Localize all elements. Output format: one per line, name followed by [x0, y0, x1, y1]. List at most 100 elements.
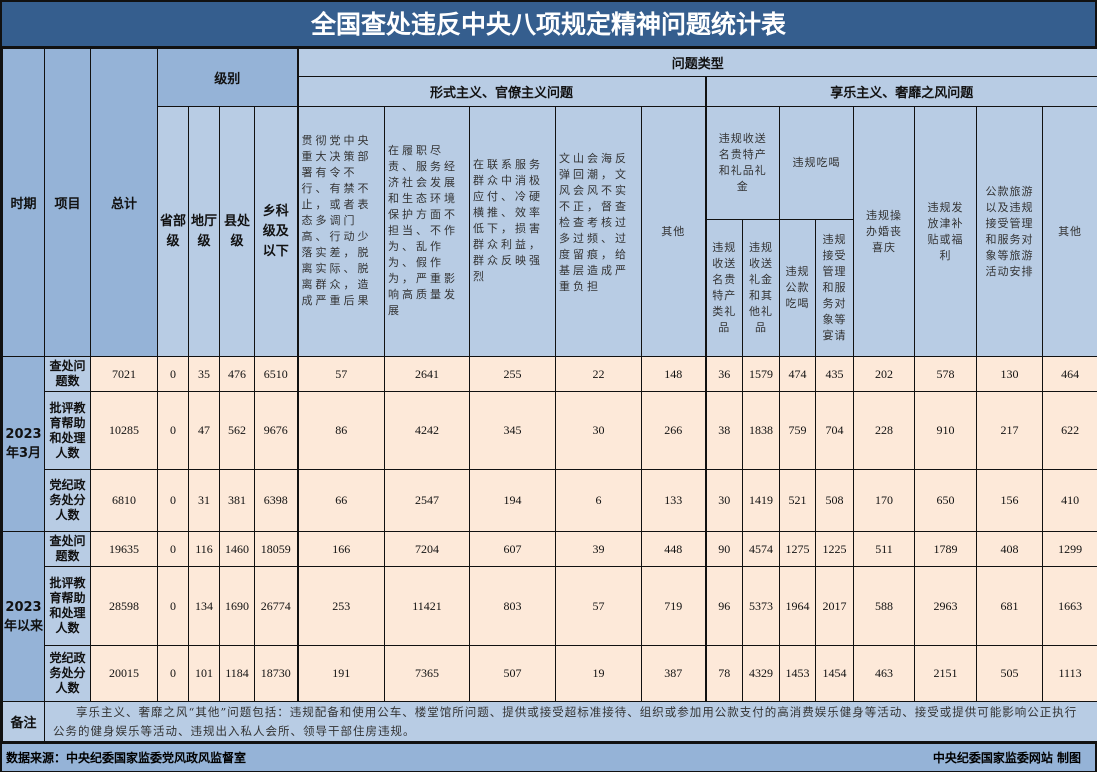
header-total: 总计 — [90, 48, 158, 357]
value-cell: 130 — [976, 356, 1044, 392]
footer: 数据来源：中央纪委国家监委党风政风监督室 中央纪委国家监委网站 制图 — [2, 742, 1095, 771]
period-cell: 2023年3月 — [2, 356, 45, 532]
value-cell: 116 — [188, 531, 220, 567]
value-cell: 2017 — [815, 566, 855, 646]
value-cell: 6 — [555, 469, 643, 532]
value-cell: 410 — [1042, 469, 1097, 532]
value-cell: 22 — [555, 356, 643, 392]
value-cell: 0 — [157, 531, 189, 567]
header-formalism-col-3: 在联系服务群众中消极应付、冷硬横推、效率低下，损害群众利益，群众反映强烈 — [469, 106, 557, 357]
header-formalism-other: 其他 — [641, 106, 707, 357]
header-hedonism: 享乐主义、奢靡之风问题 — [704, 76, 1097, 107]
value-cell: 381 — [219, 469, 255, 532]
value-cell: 4329 — [742, 645, 781, 702]
value-cell: 266 — [641, 391, 707, 470]
header-formalism-col-4: 文山会海反弹回潮，文风会风不实不正，督查检查考核过多过频、过度留痕，给基层造成严… — [555, 106, 643, 357]
value-cell: 101 — [188, 645, 220, 702]
value-cell: 19635 — [90, 531, 158, 567]
value-cell: 4242 — [384, 391, 471, 470]
value-cell: 96 — [704, 566, 744, 646]
value-cell: 910 — [914, 391, 978, 470]
value-cell: 2151 — [914, 645, 978, 702]
value-cell: 345 — [469, 391, 557, 470]
value-cell: 166 — [296, 531, 386, 567]
value-cell: 2963 — [914, 566, 978, 646]
header-formalism-col-2: 在履职尽责、服务经济社会发展和生态环境保护方面不担当、不作为、乱作为、假作为，严… — [384, 106, 471, 357]
value-cell: 1184 — [219, 645, 255, 702]
value-cell: 194 — [469, 469, 557, 532]
value-cell: 0 — [157, 391, 189, 470]
value-cell: 622 — [1042, 391, 1097, 470]
value-cell: 39 — [555, 531, 643, 567]
value-cell: 476 — [219, 356, 255, 392]
value-cell: 1460 — [219, 531, 255, 567]
value-cell: 26774 — [253, 566, 299, 646]
value-cell: 704 — [815, 391, 855, 470]
table-row: 党纪政务处分人数 6810 0 31 381 6398 66 2547 194 6 133 30 141… — [3, 469, 1097, 532]
value-cell: 134 — [188, 566, 220, 646]
value-cell: 148 — [641, 356, 707, 392]
item-cell: 党纪政务处分人数 — [44, 469, 91, 532]
value-cell: 133 — [641, 469, 707, 532]
value-cell: 474 — [779, 356, 817, 392]
statistics-table: 时期 项目 总计 级别 问题类型 形式主义、官僚主义问题 享乐主义、奢靡之风问题… — [2, 48, 1097, 742]
value-cell: 217 — [976, 391, 1044, 470]
remark-text: 享乐主义、奢靡之风“其他”问题包括：违规配备和使用公车、楼堂馆所问题、提供或接受… — [43, 701, 1097, 742]
value-cell: 387 — [641, 645, 707, 702]
item-cell: 查处问题数 — [44, 531, 91, 567]
item-cell: 查处问题数 — [44, 356, 91, 392]
value-cell: 57 — [555, 566, 643, 646]
value-cell: 719 — [641, 566, 707, 646]
period-cell: 2023年以来 — [2, 531, 45, 702]
header-dining-col-banquet: 违规接受管理和服务对象等宴请 — [815, 219, 855, 357]
value-cell: 5373 — [742, 566, 781, 646]
value-cell: 6398 — [253, 469, 299, 532]
header-level-county: 县处级 — [219, 106, 255, 357]
value-cell: 18059 — [253, 531, 299, 567]
value-cell: 1453 — [779, 645, 817, 702]
value-cell: 191 — [296, 645, 386, 702]
value-cell: 1275 — [779, 531, 817, 567]
value-cell: 90 — [704, 531, 744, 567]
header-level-province: 省部级 — [157, 106, 189, 357]
value-cell: 7021 — [90, 356, 158, 392]
value-cell: 1690 — [219, 566, 255, 646]
header-level: 级别 — [156, 48, 299, 107]
value-cell: 0 — [157, 645, 189, 702]
value-cell: 4574 — [742, 531, 781, 567]
header-hedonism-other: 其他 — [1042, 106, 1097, 357]
table-row: 批评教育帮助和处理人数 28598 0 134 1690 26774 253 11421 803… — [3, 566, 1097, 646]
value-cell: 228 — [853, 391, 916, 470]
value-cell: 435 — [815, 356, 855, 392]
value-cell: 508 — [815, 469, 855, 532]
header-problem-type: 问题类型 — [296, 48, 1097, 77]
header-item: 项目 — [44, 48, 91, 357]
value-cell: 57 — [296, 356, 386, 392]
value-cell: 20015 — [90, 645, 158, 702]
table-title: 全国查处违反中央八项规定精神问题统计表 — [2, 2, 1095, 48]
value-cell: 6510 — [253, 356, 299, 392]
value-cell: 2641 — [384, 356, 471, 392]
header-period: 时期 — [2, 48, 45, 357]
value-cell: 1663 — [1042, 566, 1097, 646]
value-cell: 759 — [779, 391, 817, 470]
header-dining-col-public: 违规公款吃喝 — [779, 219, 817, 357]
value-cell: 202 — [853, 356, 916, 392]
value-cell: 7204 — [384, 531, 471, 567]
value-cell: 463 — [853, 645, 916, 702]
value-cell: 1454 — [815, 645, 855, 702]
header-gift-col-cash: 违规收送礼金和其他礼品 — [742, 219, 781, 357]
value-cell: 1113 — [1042, 645, 1097, 702]
value-cell: 31 — [188, 469, 220, 532]
value-cell: 18730 — [253, 645, 299, 702]
value-cell: 0 — [157, 356, 189, 392]
header-hedonism-col-travel: 公款旅游以及违规接受管理和服务对象等旅游活动安排 — [976, 106, 1044, 357]
item-cell: 批评教育帮助和处理人数 — [44, 566, 91, 646]
table-row: 批评教育帮助和处理人数 10285 0 47 562 9676 86 4242 345 30 266… — [3, 391, 1097, 470]
value-cell: 47 — [188, 391, 220, 470]
credit: 中央纪委国家监委网站 制图 — [932, 751, 1081, 765]
value-cell: 1299 — [1042, 531, 1097, 567]
value-cell: 408 — [976, 531, 1044, 567]
value-cell: 38 — [704, 391, 744, 470]
